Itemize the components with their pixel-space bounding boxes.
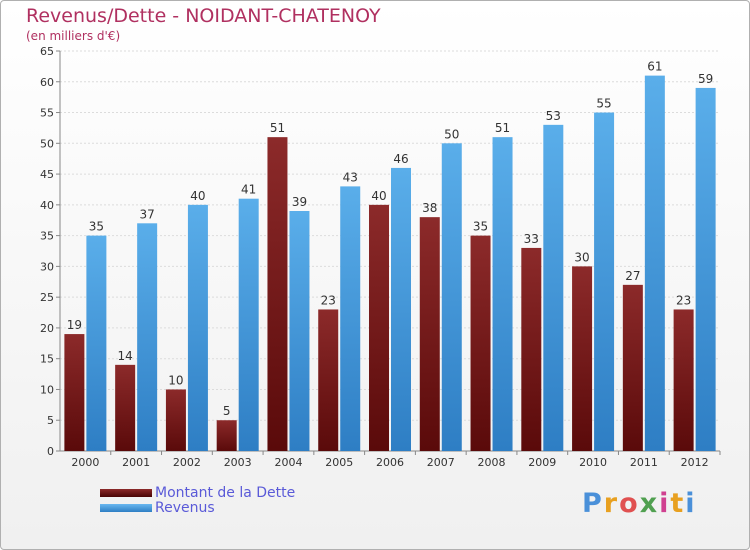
- data-label-debt: 33: [524, 232, 539, 246]
- legend-swatch-revenus: [100, 504, 152, 512]
- legend-swatch-debt: [100, 489, 152, 497]
- bar-revenus: [492, 137, 513, 451]
- logo-letter: i: [685, 488, 697, 519]
- x-tick-label: 2006: [376, 456, 404, 469]
- bar-debt: [216, 420, 237, 451]
- logo-letter: x: [639, 488, 660, 519]
- y-tick-label: 55: [40, 107, 54, 120]
- data-label-debt: 10: [168, 373, 183, 387]
- bar-revenus: [644, 75, 665, 451]
- y-tick-label: 10: [40, 383, 54, 396]
- x-tick-label: 2002: [173, 456, 201, 469]
- x-tick-label: 2012: [681, 456, 709, 469]
- logo-letter: o: [619, 488, 640, 519]
- y-tick-label: 40: [40, 199, 54, 212]
- logo-letter: i: [659, 488, 671, 519]
- y-tick-label: 15: [40, 353, 54, 366]
- bar-revenus: [137, 223, 158, 451]
- data-label-revenus: 53: [546, 109, 561, 123]
- bar-revenus: [695, 87, 716, 451]
- logo-letter: P: [582, 488, 604, 519]
- x-tick-label: 2011: [630, 456, 658, 469]
- data-label-revenus: 37: [140, 207, 155, 221]
- bar-revenus: [594, 112, 615, 452]
- x-tick-label: 2004: [274, 456, 302, 469]
- data-label-debt: 35: [473, 220, 488, 234]
- bar-revenus: [391, 167, 411, 451]
- bar-debt: [267, 137, 288, 451]
- bar-debt: [572, 266, 593, 451]
- data-label-revenus: 35: [89, 220, 104, 234]
- data-label-revenus: 59: [698, 72, 713, 86]
- bar-revenus: [187, 204, 208, 451]
- y-tick-label: 35: [40, 230, 54, 243]
- data-label-revenus: 61: [647, 60, 662, 74]
- bar-debt: [115, 364, 136, 451]
- data-label-debt: 38: [422, 201, 437, 215]
- bar-revenus: [86, 235, 107, 451]
- y-tick-label: 30: [40, 260, 54, 273]
- bar-revenus: [238, 198, 259, 451]
- legend-label-revenus: Revenus: [155, 500, 215, 516]
- y-tick-label: 25: [40, 291, 54, 304]
- data-label-debt: 51: [270, 121, 285, 135]
- data-label-revenus: 50: [444, 127, 459, 141]
- x-tick-label: 2001: [122, 456, 150, 469]
- bar-debt: [318, 309, 339, 451]
- data-label-revenus: 39: [292, 195, 307, 209]
- x-tick-label: 2007: [427, 456, 455, 469]
- data-label-revenus: 55: [596, 97, 611, 111]
- bar-debt: [521, 247, 542, 451]
- x-tick-label: 2005: [325, 456, 353, 469]
- bar-debt: [419, 217, 440, 451]
- y-tick-label: 0: [47, 445, 54, 458]
- bar-debt: [64, 334, 85, 451]
- x-tick-label: 2000: [71, 456, 99, 469]
- x-tick-label: 2010: [579, 456, 607, 469]
- x-tick-label: 2003: [224, 456, 252, 469]
- chart-title: Revenus/Dette - NOIDANT-CHATENOY: [26, 5, 381, 27]
- y-tick-label: 60: [40, 76, 54, 89]
- data-label-debt: 23: [321, 293, 336, 307]
- chart-subtitle: (en milliers d'€): [26, 29, 121, 43]
- data-label-debt: 30: [574, 250, 589, 264]
- bar-debt: [622, 284, 643, 451]
- logo-letter: t: [670, 488, 686, 519]
- bar-revenus: [441, 143, 462, 452]
- bar-debt: [165, 389, 186, 451]
- data-label-revenus: 46: [393, 152, 408, 166]
- data-label-revenus: 43: [343, 170, 358, 184]
- y-tick-label: 45: [40, 168, 54, 181]
- legend-label-debt: Montant de la Dette: [155, 485, 296, 501]
- bar-debt: [369, 204, 389, 451]
- bar-revenus: [289, 211, 310, 451]
- data-label-revenus: 41: [241, 183, 256, 197]
- data-label-debt: 40: [371, 189, 386, 203]
- bar-debt: [673, 309, 694, 451]
- y-tick-label: 50: [40, 137, 54, 150]
- data-label-debt: 14: [118, 349, 133, 363]
- proxiti-logo: Proxiti: [582, 488, 697, 519]
- logo-letter: r: [603, 488, 620, 519]
- bar-revenus: [340, 186, 361, 451]
- data-label-revenus: 40: [190, 189, 205, 203]
- y-tick-label: 20: [40, 322, 54, 335]
- x-tick-label: 2008: [478, 456, 506, 469]
- bar-debt: [470, 235, 491, 451]
- y-tick-label: 65: [40, 45, 54, 58]
- bar-revenus: [543, 124, 564, 451]
- data-label-debt: 27: [625, 269, 640, 283]
- data-label-debt: 19: [67, 318, 82, 332]
- y-tick-label: 5: [47, 414, 54, 427]
- data-label-debt: 5: [223, 404, 231, 418]
- data-label-revenus: 51: [495, 121, 510, 135]
- x-tick-label: 2009: [528, 456, 556, 469]
- data-label-debt: 23: [676, 293, 691, 307]
